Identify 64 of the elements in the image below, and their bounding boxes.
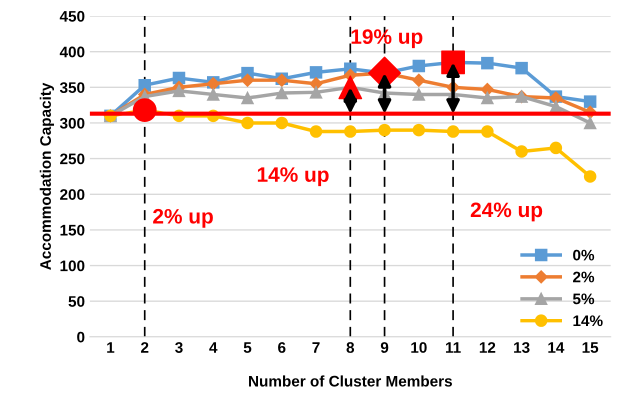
x-tick-label: 8 (346, 342, 354, 353)
point (584, 116, 596, 130)
point (172, 84, 186, 98)
x-tick-label: 6 (278, 342, 286, 353)
point (240, 74, 254, 87)
y-tick-label: 350 (60, 82, 84, 94)
point (378, 124, 391, 136)
point (481, 92, 494, 104)
point (276, 86, 288, 100)
annotation: 24% up (470, 202, 542, 222)
point (309, 77, 323, 90)
point (550, 142, 562, 154)
point (241, 116, 254, 130)
point (515, 145, 528, 158)
point (138, 78, 151, 92)
y-tick-label: 250 (60, 153, 84, 164)
point (412, 60, 426, 72)
point (344, 125, 357, 138)
point (241, 92, 254, 104)
x-tick-label: 4 (209, 342, 218, 353)
legend-label: 5% (572, 294, 594, 304)
y-tick-label: 0 (77, 332, 84, 343)
legend-label: 0% (573, 250, 594, 261)
annotation: 19% up (352, 29, 422, 48)
y-axis-title: Accommodation Capacity (40, 82, 54, 270)
point (584, 95, 596, 108)
x-tick-label: 11 (446, 342, 461, 353)
y-tick-label: 150 (60, 224, 84, 236)
point (584, 170, 596, 183)
legend-label: 2% (573, 272, 594, 282)
y-tick-label: 450 (60, 10, 84, 22)
point (481, 56, 494, 70)
y-tick-label: 200 (60, 189, 84, 200)
point (412, 88, 426, 101)
x-tick-label: 3 (175, 342, 183, 353)
x-tick-label: 14 (548, 342, 564, 353)
annotation: 14% up (258, 167, 329, 186)
x-tick-label: 10 (411, 342, 427, 353)
x-tick-label: 5 (244, 342, 252, 353)
point (481, 125, 494, 138)
x-tick-label: 2 (141, 342, 148, 353)
x-tick-label: 12 (480, 342, 496, 353)
legend-label: 14% (573, 315, 603, 326)
point (206, 88, 220, 101)
x-tick-label: 15 (582, 342, 598, 353)
x-tick-label: 13 (514, 342, 530, 353)
y-tick-label: 300 (60, 118, 84, 129)
x-tick-label: 9 (380, 342, 388, 353)
x-tick-label: 1 (107, 342, 114, 353)
y-tick-label: 100 (60, 260, 84, 272)
point (412, 124, 426, 136)
point (310, 66, 322, 79)
point (310, 86, 322, 99)
point (515, 62, 528, 74)
point (172, 72, 186, 84)
point (310, 125, 322, 138)
y-tick-label: 50 (68, 296, 84, 307)
point (276, 116, 288, 130)
x-axis-title: Number of Cluster Members (249, 375, 452, 387)
point (446, 125, 460, 138)
annotation: 2% up (153, 208, 213, 228)
point (412, 74, 426, 87)
x-tick-label: 7 (312, 342, 320, 353)
y-tick-label: 400 (60, 46, 84, 58)
